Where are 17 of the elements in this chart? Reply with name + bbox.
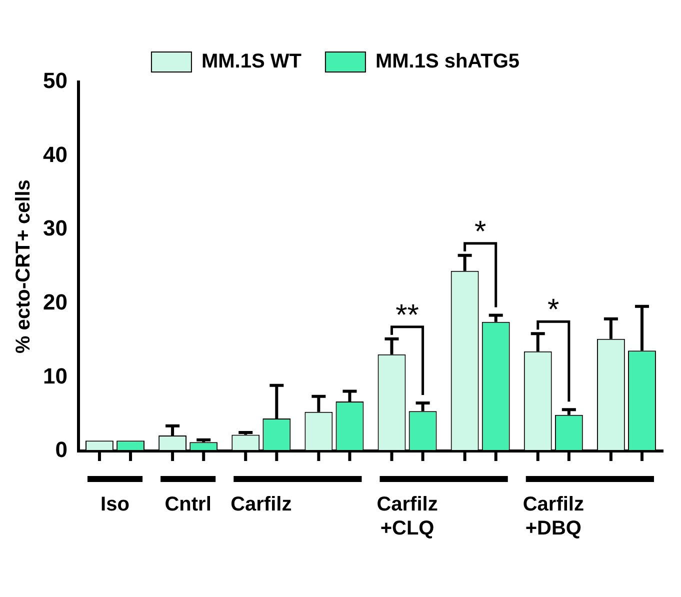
y-tick-label: 30	[42, 216, 68, 241]
legend-label: MM.1S WT	[201, 50, 302, 73]
annotation: *	[474, 215, 486, 248]
x-tick-label: Carfilz +CLQ	[376, 494, 438, 540]
annotation: **	[396, 298, 420, 332]
y-tick-label: 40	[42, 142, 68, 167]
annotation: *	[548, 294, 560, 327]
x-tick-label: Carfilz	[230, 494, 292, 516]
x-tick-label: Iso	[100, 494, 130, 516]
x-tick-label: Carfilz +DBQ	[522, 494, 584, 540]
y-axis-title: % ecto-CRT+ cells	[12, 180, 35, 354]
x-tick-label: Cntrl	[164, 494, 212, 516]
y-tick-label: 50	[42, 68, 68, 94]
y-tick-label: 10	[42, 363, 68, 388]
y-tick-label: 20	[42, 289, 68, 314]
y-tick-label: 0	[55, 437, 68, 462]
legend-label: MM.1S shATG5	[375, 50, 520, 73]
